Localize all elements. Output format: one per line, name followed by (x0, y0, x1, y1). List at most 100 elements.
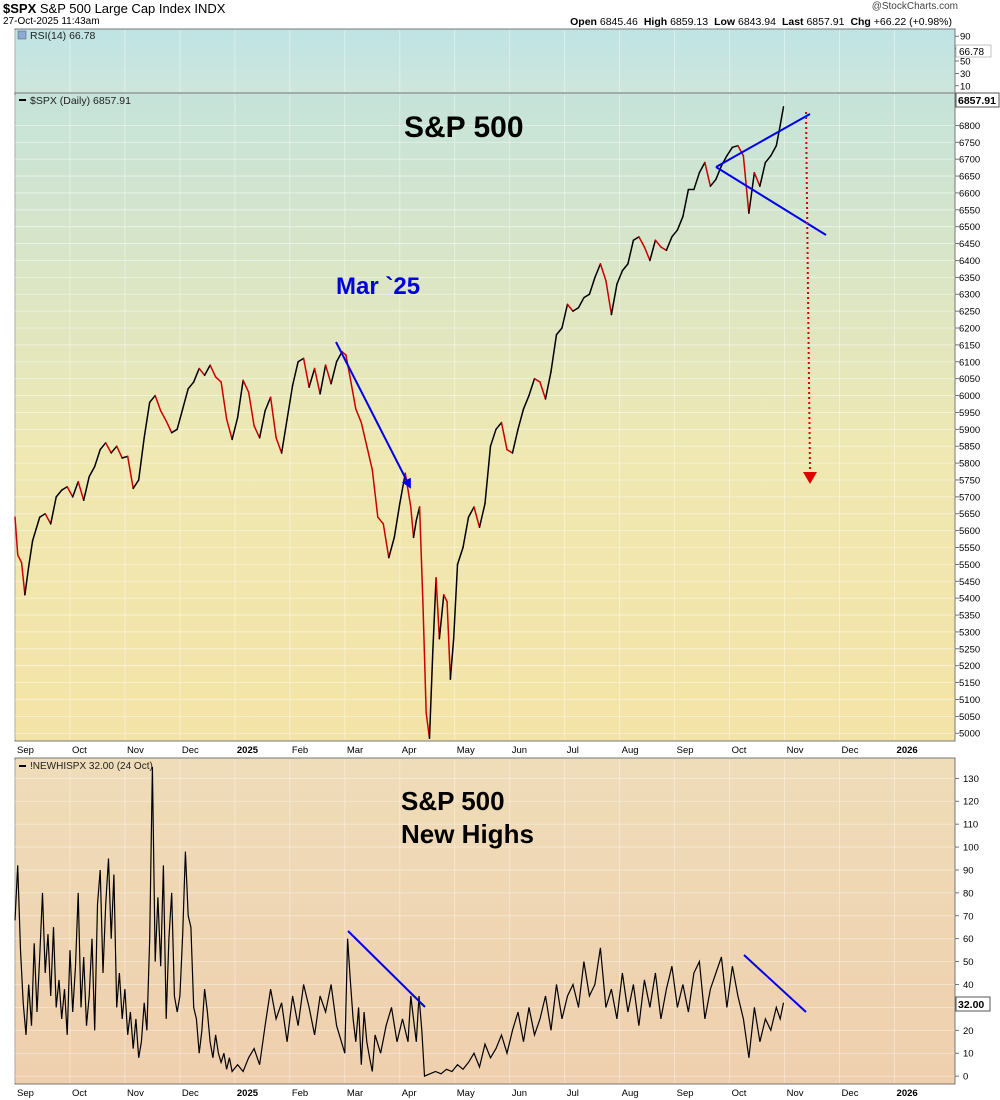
quote-value-low: 6843.94 (737, 16, 776, 28)
price-segment (779, 106, 785, 127)
price-segment (291, 361, 299, 387)
price-segment (82, 475, 90, 501)
breadth-x-label: Feb (292, 1088, 308, 1099)
price-segment (671, 229, 679, 238)
price-segment (583, 293, 591, 299)
price-tick-label: 5850 (959, 442, 980, 453)
price-segment (203, 364, 211, 377)
price-segment (412, 519, 418, 539)
breadth-title-line2: New Highs (401, 819, 534, 849)
breadth-x-label: Nov (127, 1088, 144, 1099)
mar-25-downtrend-arrow (335, 341, 411, 489)
price-x-label: Sep (17, 745, 34, 756)
rsi-last-value: 66.78 (959, 47, 984, 58)
price-segment (528, 377, 536, 397)
price-segment (764, 155, 772, 164)
price-segment (382, 523, 390, 559)
price-segment (308, 367, 316, 388)
breadth-tick-label: 0 (963, 1072, 968, 1083)
price-segment (555, 327, 563, 336)
price-segment (539, 381, 547, 400)
rsi-legend-text: RSI(14) 66.78 (30, 30, 96, 42)
price-tick-label: 6050 (959, 374, 980, 385)
price-segment (313, 367, 321, 395)
price-segment (495, 421, 503, 431)
quote-value-chg: +66.22 (+0.98%) (873, 16, 952, 28)
price-segment (187, 381, 195, 390)
breadth-tick-label: 60 (963, 934, 974, 945)
chart-header: $SPX S&P 500 Large Cap Index INDX 27-Oct… (0, 0, 1000, 28)
price-x-label: Dec (182, 745, 199, 756)
price-segment (693, 171, 701, 191)
quote-value-last: 6857.91 (806, 16, 845, 28)
price-segment (428, 651, 434, 740)
price-title-annotation: S&P 500 (404, 111, 524, 144)
price-panel (14, 92, 956, 742)
price-segment (422, 600, 427, 714)
price-segment (759, 161, 767, 187)
price-segment (467, 506, 475, 518)
price-segment (561, 303, 569, 329)
price-segment (269, 396, 277, 439)
price-tick-label: 5750 (959, 475, 980, 486)
price-segment (517, 408, 525, 431)
price-segment (132, 479, 140, 490)
breadth-last-value: 32.00 (958, 999, 984, 1011)
rsi-legend: RSI(14) 66.78 (17, 30, 96, 42)
quote-label-last: Last (781, 16, 807, 28)
price-segment (214, 376, 222, 383)
price-x-label: Sep (677, 745, 694, 756)
breadth-tick-label: 10 (963, 1049, 974, 1060)
price-segment (93, 448, 101, 468)
price-segment (544, 371, 552, 400)
price-segment (522, 394, 530, 410)
price-segment (462, 516, 470, 549)
price-segment (443, 594, 448, 603)
price-segment (66, 485, 74, 498)
price-segment (478, 502, 486, 529)
price-segment (715, 165, 723, 181)
new-highs-series (14, 766, 785, 1077)
price-segment (198, 367, 206, 377)
price-segment (500, 421, 508, 451)
price-tick-label: 5100 (959, 695, 980, 706)
price-segment (665, 236, 673, 252)
price-segment (698, 161, 706, 174)
price-segment (27, 540, 34, 567)
price-segment (410, 506, 415, 539)
price-segment (643, 246, 651, 262)
price-segment (231, 416, 239, 441)
price-segment (599, 263, 607, 282)
breadth-tick-label: 100 (963, 843, 979, 854)
price-segment (225, 418, 233, 441)
chart-datetime: 27-Oct-2025 11:43am (3, 16, 100, 27)
breadth-x-label: 2026 (897, 1088, 918, 1099)
price-segment (533, 377, 541, 383)
breadth-x-label: Nov (787, 1088, 804, 1099)
price-segment (610, 283, 618, 316)
rsi-tick-label: 10 (960, 81, 971, 92)
breadth-x-label: Oct (732, 1088, 747, 1099)
breadth-tick-label: 130 (963, 774, 979, 785)
price-tick-label: 5150 (959, 678, 980, 689)
price-segment (176, 408, 184, 431)
price-segment (165, 420, 173, 434)
price-segment (137, 437, 145, 481)
price-segment (449, 637, 455, 680)
price-tick-label: 6700 (959, 155, 980, 166)
price-x-label: Nov (787, 745, 804, 756)
price-segment (60, 485, 68, 491)
quote-label-high: High (643, 16, 671, 28)
price-tick-label: 5550 (959, 543, 980, 554)
breadth-x-label: Jul (567, 1088, 579, 1099)
price-segment (489, 428, 497, 447)
price-segment (126, 455, 134, 490)
price-segment (572, 306, 580, 312)
breadth-x-label: 2025 (237, 1088, 259, 1099)
price-segment (88, 465, 96, 478)
breadth-x-label: Jun (512, 1088, 527, 1099)
breadth-x-label: Sep (17, 1088, 34, 1099)
price-x-label: May (457, 745, 475, 756)
breadth-x-label: Aug (622, 1088, 639, 1099)
price-tick-label: 6500 (959, 222, 980, 233)
